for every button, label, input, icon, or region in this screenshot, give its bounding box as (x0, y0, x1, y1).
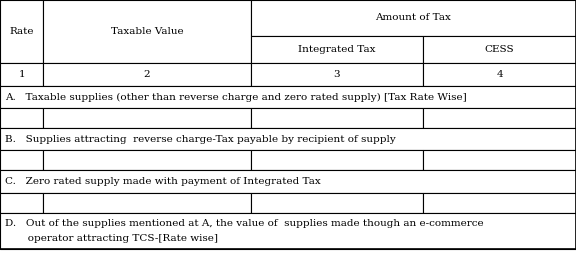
Bar (43, 150, 251, 170)
Bar (43, 108, 251, 128)
Bar (43, 193, 251, 213)
Bar (251, 150, 423, 170)
Bar (251, 36, 423, 63)
Text: Amount of Tax: Amount of Tax (376, 13, 451, 22)
Bar (423, 150, 576, 170)
Text: Integrated Tax: Integrated Tax (298, 45, 376, 54)
Bar (251, 0, 576, 36)
Text: CESS: CESS (485, 45, 514, 54)
Bar (0, 128, 576, 150)
Text: B.   Supplies attracting  reverse charge-Tax payable by recipient of supply: B. Supplies attracting reverse charge-Ta… (5, 135, 395, 144)
Text: operator attracting TCS-[Rate wise]: operator attracting TCS-[Rate wise] (5, 234, 218, 243)
Bar (43, 0, 251, 63)
Text: Rate: Rate (9, 27, 34, 36)
Bar (0, 213, 576, 249)
Bar (0, 63, 43, 86)
Bar (251, 63, 423, 86)
Bar (43, 63, 251, 86)
Bar (0, 86, 576, 108)
Text: 2: 2 (143, 70, 150, 79)
Bar (251, 108, 423, 128)
Bar (423, 108, 576, 128)
Bar (0, 150, 43, 170)
Text: Taxable Value: Taxable Value (111, 27, 183, 36)
Text: 4: 4 (497, 70, 503, 79)
Text: A.   Taxable supplies (other than reverse charge and zero rated supply) [Tax Rat: A. Taxable supplies (other than reverse … (5, 92, 467, 102)
Bar (0, 108, 43, 128)
Bar (0, 193, 43, 213)
Bar (423, 63, 576, 86)
Bar (0, 170, 576, 193)
Bar (423, 193, 576, 213)
Bar (251, 193, 423, 213)
Text: C.   Zero rated supply made with payment of Integrated Tax: C. Zero rated supply made with payment o… (5, 177, 320, 186)
Bar (0, 0, 43, 63)
Text: 3: 3 (334, 70, 340, 79)
Text: D.   Out of the supplies mentioned at A, the value of  supplies made though an e: D. Out of the supplies mentioned at A, t… (5, 219, 483, 228)
Bar (423, 36, 576, 63)
Text: 1: 1 (18, 70, 25, 79)
